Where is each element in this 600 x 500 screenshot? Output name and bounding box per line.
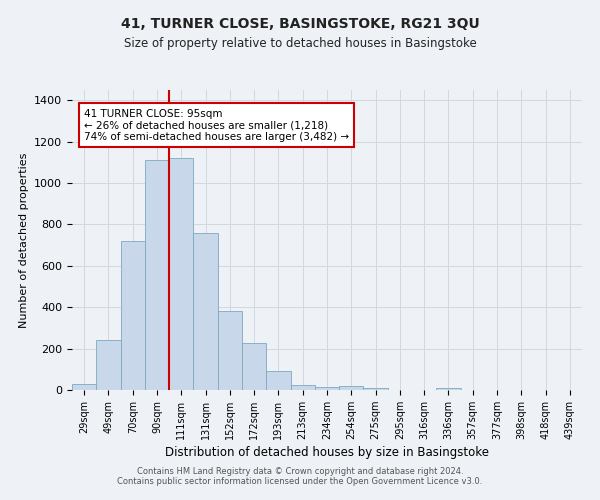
Y-axis label: Number of detached properties: Number of detached properties bbox=[19, 152, 29, 328]
Bar bbox=[72, 384, 96, 390]
Text: Contains HM Land Registry data © Crown copyright and database right 2024.: Contains HM Land Registry data © Crown c… bbox=[137, 467, 463, 476]
Text: Contains public sector information licensed under the Open Government Licence v3: Contains public sector information licen… bbox=[118, 477, 482, 486]
Bar bbox=[315, 387, 339, 390]
X-axis label: Distribution of detached houses by size in Basingstoke: Distribution of detached houses by size … bbox=[165, 446, 489, 459]
Bar bbox=[364, 388, 388, 390]
Bar bbox=[290, 385, 315, 390]
Bar bbox=[436, 388, 461, 390]
Bar bbox=[242, 344, 266, 390]
Text: Size of property relative to detached houses in Basingstoke: Size of property relative to detached ho… bbox=[124, 38, 476, 51]
Text: 41, TURNER CLOSE, BASINGSTOKE, RG21 3QU: 41, TURNER CLOSE, BASINGSTOKE, RG21 3QU bbox=[121, 18, 479, 32]
Bar bbox=[96, 340, 121, 390]
Text: 41 TURNER CLOSE: 95sqm
← 26% of detached houses are smaller (1,218)
74% of semi-: 41 TURNER CLOSE: 95sqm ← 26% of detached… bbox=[84, 108, 349, 142]
Bar bbox=[339, 386, 364, 390]
Bar bbox=[218, 312, 242, 390]
Bar bbox=[145, 160, 169, 390]
Bar bbox=[193, 233, 218, 390]
Bar bbox=[266, 372, 290, 390]
Bar bbox=[121, 241, 145, 390]
Bar bbox=[169, 158, 193, 390]
